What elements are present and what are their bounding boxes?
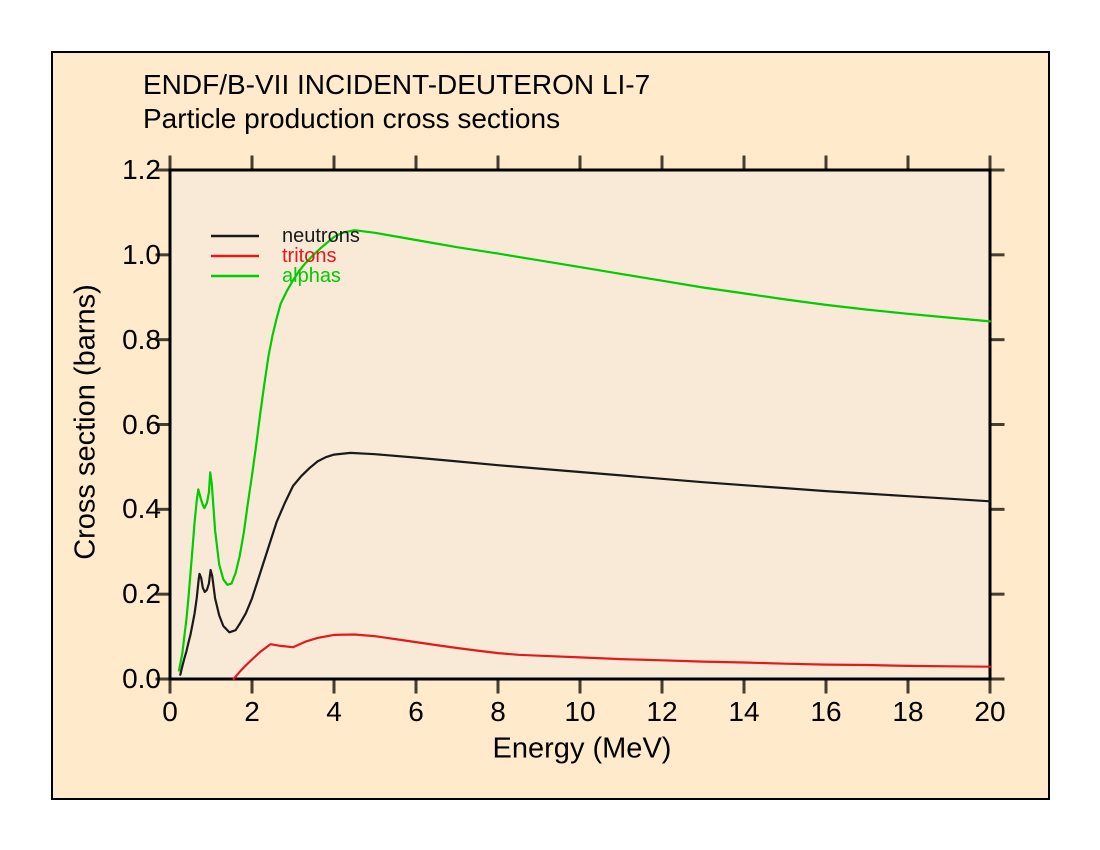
legend: neutrons tritons alphas xyxy=(211,226,360,286)
y-axis-title: Cross section (barns) xyxy=(69,284,102,560)
x-tick-label-4: 4 xyxy=(326,696,342,727)
y-tick-label-0.2: 0.2 xyxy=(122,578,161,610)
legend-line-neutrons xyxy=(211,234,259,238)
x-tick-label-18: 18 xyxy=(892,696,924,727)
x-tick-label-0: 0 xyxy=(162,696,178,727)
legend-label-alphas: alphas xyxy=(282,265,341,287)
x-tick-label-20: 20 xyxy=(974,696,1006,727)
chart-title: ENDF/B-VII INCIDENT-DEUTERON LI-7 xyxy=(143,69,651,100)
y-tick-label-0.8: 0.8 xyxy=(122,323,161,355)
x-tick-label-6: 6 xyxy=(408,696,424,727)
y-tick-label-0.6: 0.6 xyxy=(122,408,161,440)
x-tick-label-8: 8 xyxy=(490,696,506,727)
legend-item-neutrons: neutrons xyxy=(211,226,360,246)
plot-frame xyxy=(168,168,992,681)
x-tick-label-16: 16 xyxy=(810,696,842,727)
legend-item-alphas: alphas xyxy=(211,266,360,286)
y-tick-label-0.0: 0.0 xyxy=(122,663,161,694)
legend-label-tritons: tritons xyxy=(282,245,337,267)
y-tick-label-0.4: 0.4 xyxy=(122,493,161,525)
plot-area xyxy=(170,170,990,679)
y-tick-label-1.0: 1.0 xyxy=(122,238,161,270)
legend-line-alphas xyxy=(211,274,259,278)
legend-item-tritons: tritons xyxy=(211,246,360,266)
x-axis-title: Energy (MeV) xyxy=(492,732,672,765)
x-tick-label-14: 14 xyxy=(728,696,760,727)
curve-neutrons xyxy=(179,451,992,676)
x-tick-label-12: 12 xyxy=(646,696,678,727)
legend-label-neutrons: neutrons xyxy=(282,225,360,247)
chart-subtitle: Particle production cross sections xyxy=(143,103,561,134)
curve-alphas xyxy=(177,229,992,672)
x-tick-label-10: 10 xyxy=(564,696,596,727)
y-tick-label-1.2: 1.2 xyxy=(122,154,161,185)
curve-tritons xyxy=(232,633,992,681)
x-tick-label-2: 2 xyxy=(244,696,260,727)
legend-line-tritons xyxy=(211,254,259,258)
